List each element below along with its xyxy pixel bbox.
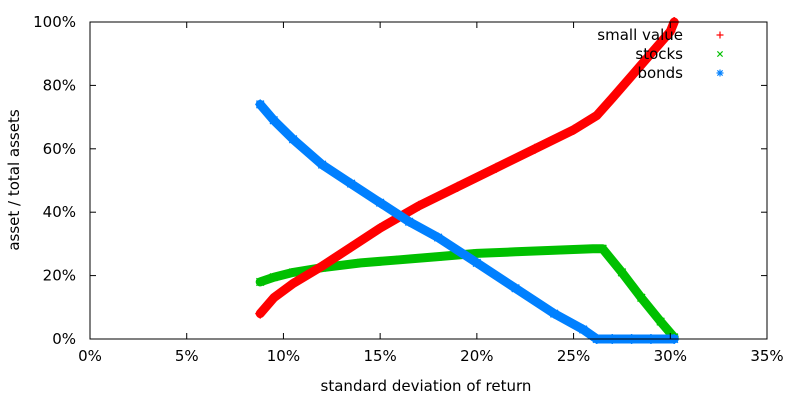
legend-label-stocks: stocks [635, 45, 683, 63]
legend-marker-stocks [716, 50, 724, 58]
data-point [656, 317, 665, 326]
data-point [491, 162, 502, 173]
data-point [452, 181, 463, 192]
x-tick-label: 0% [78, 347, 102, 365]
data-point [626, 70, 637, 81]
data-point [255, 99, 266, 110]
plot-frame [89, 21, 768, 340]
x-tick-label: 5% [175, 347, 199, 365]
data-point [511, 247, 520, 257]
data-point [375, 197, 386, 208]
y-tick-label: 60% [43, 140, 76, 158]
data-point [255, 308, 266, 319]
data-point [346, 178, 357, 189]
data-point [317, 261, 328, 272]
x-tick-label: 15% [363, 347, 396, 365]
y-tick-label: 0% [52, 330, 76, 348]
y-tick-label: 20% [43, 267, 76, 285]
data-point [255, 277, 265, 287]
x-tick-label: 35% [750, 347, 783, 365]
data-point [395, 255, 404, 264]
data-point [288, 134, 299, 145]
data-point [598, 244, 607, 253]
y-tick-label: 80% [43, 76, 76, 94]
data-point [346, 242, 357, 253]
data-point [433, 252, 443, 261]
legend-label-bonds: bonds [637, 64, 683, 82]
y-tick-label: 100% [33, 13, 76, 31]
data-point [578, 324, 589, 335]
data-point [413, 200, 424, 211]
data-point [288, 278, 299, 289]
axes-layer: 0% 5% 10% 15% 20% 25% 30% 35% 0% 20% 40% 60% 80% 100% [33, 13, 784, 365]
data-point [645, 48, 656, 59]
data-point [510, 283, 521, 294]
legend-marker-small-value [716, 31, 724, 39]
data-point [268, 292, 279, 303]
data-point [617, 268, 627, 277]
data-point [588, 244, 598, 253]
data-point [591, 110, 602, 121]
data-point [665, 26, 676, 37]
data-point [568, 124, 579, 135]
x-tick-label: 25% [557, 347, 590, 365]
data-point [433, 232, 444, 243]
y-axis-title: asset / total assets [5, 109, 23, 251]
y-tick-label: 40% [43, 203, 76, 221]
x-axis-title: standard deviation of return [321, 377, 532, 395]
x-tick-label: 30% [654, 347, 687, 365]
data-point [637, 293, 646, 303]
data-point [356, 258, 366, 268]
data-point [471, 257, 482, 268]
data-point [317, 159, 328, 170]
legend-marker-bonds [716, 69, 724, 77]
data-point [549, 308, 560, 319]
data-point [404, 216, 415, 227]
data-point [529, 143, 540, 154]
x-tick-label: 20% [460, 347, 493, 365]
data-point [268, 115, 279, 126]
series-small-value [255, 17, 680, 319]
x-tick-label: 10% [267, 347, 300, 365]
data-point [607, 93, 618, 104]
legend-label-small-value: small value [597, 26, 683, 44]
data-point [549, 245, 559, 255]
data-point [269, 272, 279, 282]
data-point [288, 268, 298, 277]
data-point [375, 223, 386, 234]
